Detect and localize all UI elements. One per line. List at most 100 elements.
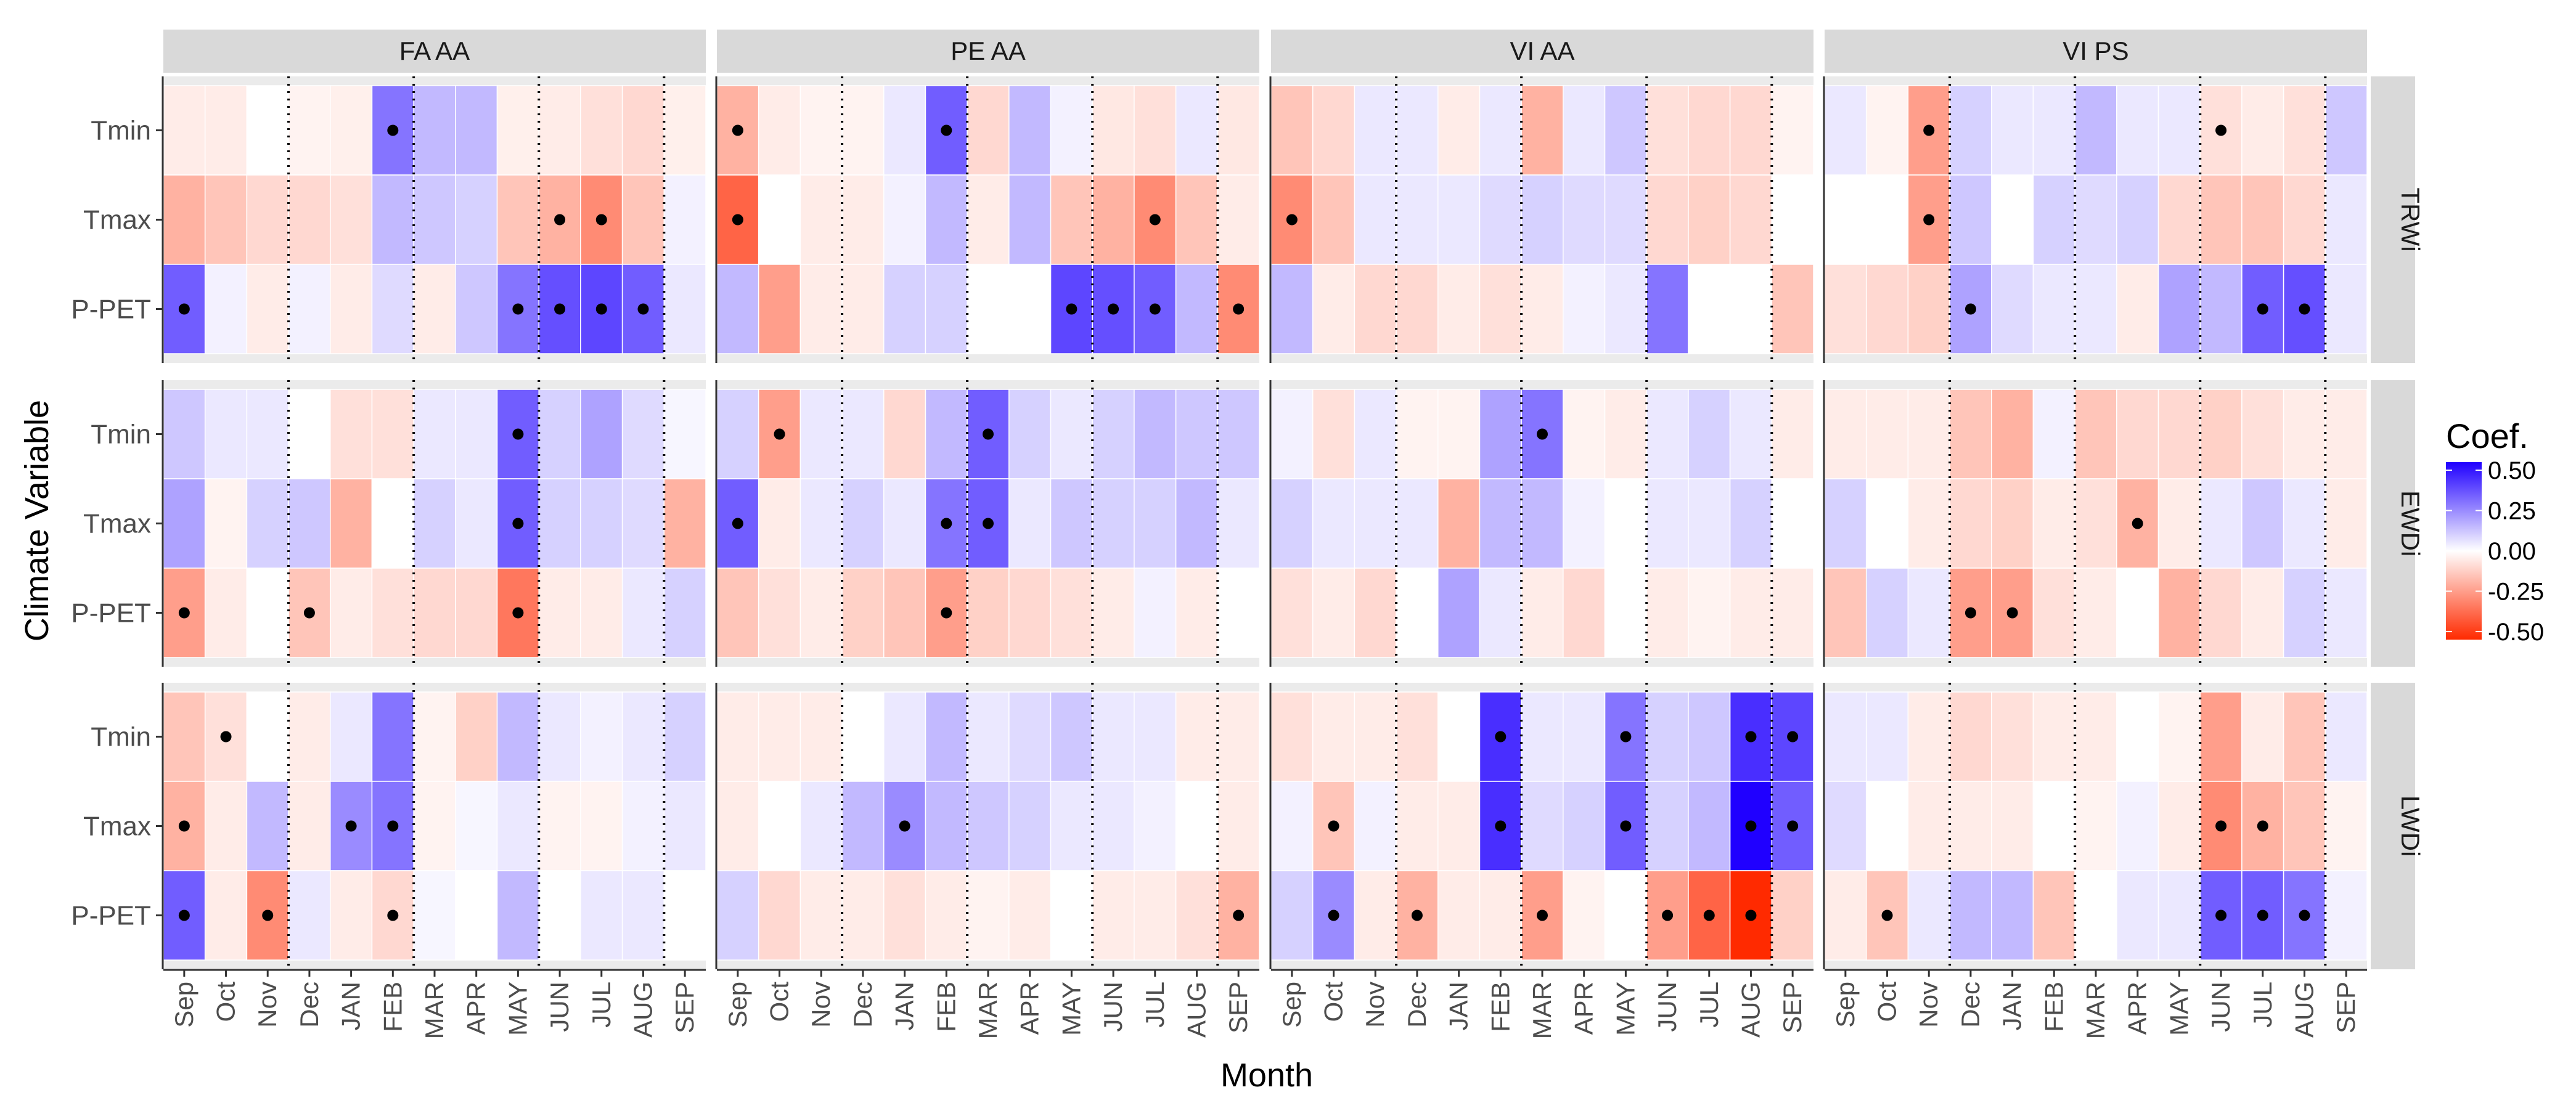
x-tick-label: JAN — [337, 982, 366, 1030]
heat-cell — [2325, 85, 2368, 176]
significance-dot — [220, 731, 232, 743]
heat-cell — [799, 389, 843, 479]
heat-cell — [1008, 568, 1052, 658]
significance-dot — [732, 214, 743, 226]
heat-cell — [799, 478, 843, 569]
heat-cell — [413, 264, 456, 354]
significance-dot — [2299, 303, 2310, 315]
heat-cell — [841, 568, 885, 658]
significance-dot — [941, 518, 952, 529]
panel-pe-aa-ewdi — [715, 380, 1260, 667]
heat-cell — [1729, 264, 1773, 354]
heat-cell — [1437, 870, 1481, 961]
heat-cell — [1865, 568, 1909, 658]
heat-cell — [663, 691, 706, 782]
heat-cell — [967, 781, 1010, 871]
significance-dot — [1923, 214, 1935, 226]
x-tick-label: Oct — [1873, 982, 1902, 1022]
heat-cell — [1688, 174, 1731, 265]
x-tick-label: APR — [2123, 982, 2152, 1035]
heat-cell — [925, 781, 968, 871]
heat-cell — [2032, 781, 2075, 871]
heat-cell — [538, 85, 581, 176]
heat-cell — [1646, 478, 1689, 569]
heat-cell — [330, 478, 373, 569]
heat-cell — [1991, 478, 2034, 569]
heat-cell — [1217, 389, 1260, 479]
heat-cell — [2032, 389, 2075, 479]
heat-cell — [1521, 568, 1564, 658]
heat-cell — [1396, 478, 1439, 569]
heat-cell — [1092, 691, 1135, 782]
x-tick-label: MAY — [1057, 982, 1086, 1036]
x-axis-tick-labels: Sep Oct Nov Dec JAN FEB MAR APR MAY JUN JUL AUG SEP S… — [170, 969, 2360, 1039]
y-tick-label: Tmin — [91, 420, 151, 450]
heat-cell — [538, 781, 581, 871]
heat-cell — [580, 691, 623, 782]
heat-cell — [883, 174, 926, 265]
heat-cell — [1563, 174, 1606, 265]
heat-cell — [163, 174, 206, 265]
heat-cell — [2157, 478, 2201, 569]
heat-cell — [1270, 568, 1314, 658]
heat-cell — [716, 264, 759, 354]
significance-dot — [1495, 820, 1507, 832]
significance-dot — [595, 303, 607, 315]
heat-cell — [967, 691, 1010, 782]
heat-cell — [288, 389, 331, 479]
heat-cell — [1134, 389, 1177, 479]
heat-cell — [1688, 691, 1731, 782]
heat-cell — [1312, 174, 1355, 265]
heat-cell — [758, 781, 801, 871]
x-tick-label: SEP — [1778, 982, 1807, 1033]
heat-cell — [799, 174, 843, 265]
heat-cell — [1217, 85, 1260, 176]
heat-cell — [1270, 870, 1314, 961]
heat-cell — [799, 870, 843, 961]
heat-cell — [758, 478, 801, 569]
heat-cell — [371, 568, 414, 658]
heat-cell — [1688, 478, 1731, 569]
heat-cell — [2199, 174, 2243, 265]
heat-cell — [1437, 568, 1481, 658]
heat-cell — [1688, 85, 1731, 176]
significance-dot — [2257, 820, 2268, 832]
heat-cell — [1563, 389, 1606, 479]
significance-dot — [1411, 910, 1423, 921]
significance-dot — [1233, 910, 1245, 921]
heat-cell — [1991, 781, 2034, 871]
heat-cell — [1050, 478, 1093, 569]
x-tick-label: MAR — [1527, 982, 1556, 1039]
heat-cell — [580, 85, 623, 176]
heat-cell — [1729, 568, 1773, 658]
heat-cell — [1437, 264, 1481, 354]
y-axis-tick-labels: Tmin Tmax P-PET Tmin Tmax P-PET Tmin Tmax P-PET — [71, 116, 163, 931]
heat-cell — [1771, 781, 1814, 871]
facet-strip-label: VI AA — [1510, 36, 1574, 65]
heat-cell — [1729, 478, 1773, 569]
heat-cell — [883, 870, 926, 961]
heat-cell — [2157, 781, 2201, 871]
heat-cell — [1949, 870, 1992, 961]
heat-cell — [841, 389, 885, 479]
heat-cell — [758, 691, 801, 782]
heat-cell — [1646, 174, 1689, 265]
significance-dot — [1923, 124, 1935, 136]
heat-cell — [1354, 781, 1397, 871]
heat-cell — [1907, 568, 1950, 658]
heat-cell — [204, 174, 248, 265]
significance-dot — [1620, 820, 1632, 832]
heat-cell — [2241, 85, 2284, 176]
heat-cell — [1134, 870, 1177, 961]
heat-cell — [288, 870, 331, 961]
heat-cell — [883, 85, 926, 176]
heat-cell — [1008, 478, 1052, 569]
heat-cell — [621, 691, 665, 782]
heat-cell — [1437, 85, 1481, 176]
heat-cell — [1050, 174, 1093, 265]
heat-cell — [1688, 568, 1731, 658]
x-tick-label: FEB — [2039, 982, 2068, 1032]
heat-cell — [967, 85, 1010, 176]
x-tick-label: APR — [1569, 982, 1598, 1035]
